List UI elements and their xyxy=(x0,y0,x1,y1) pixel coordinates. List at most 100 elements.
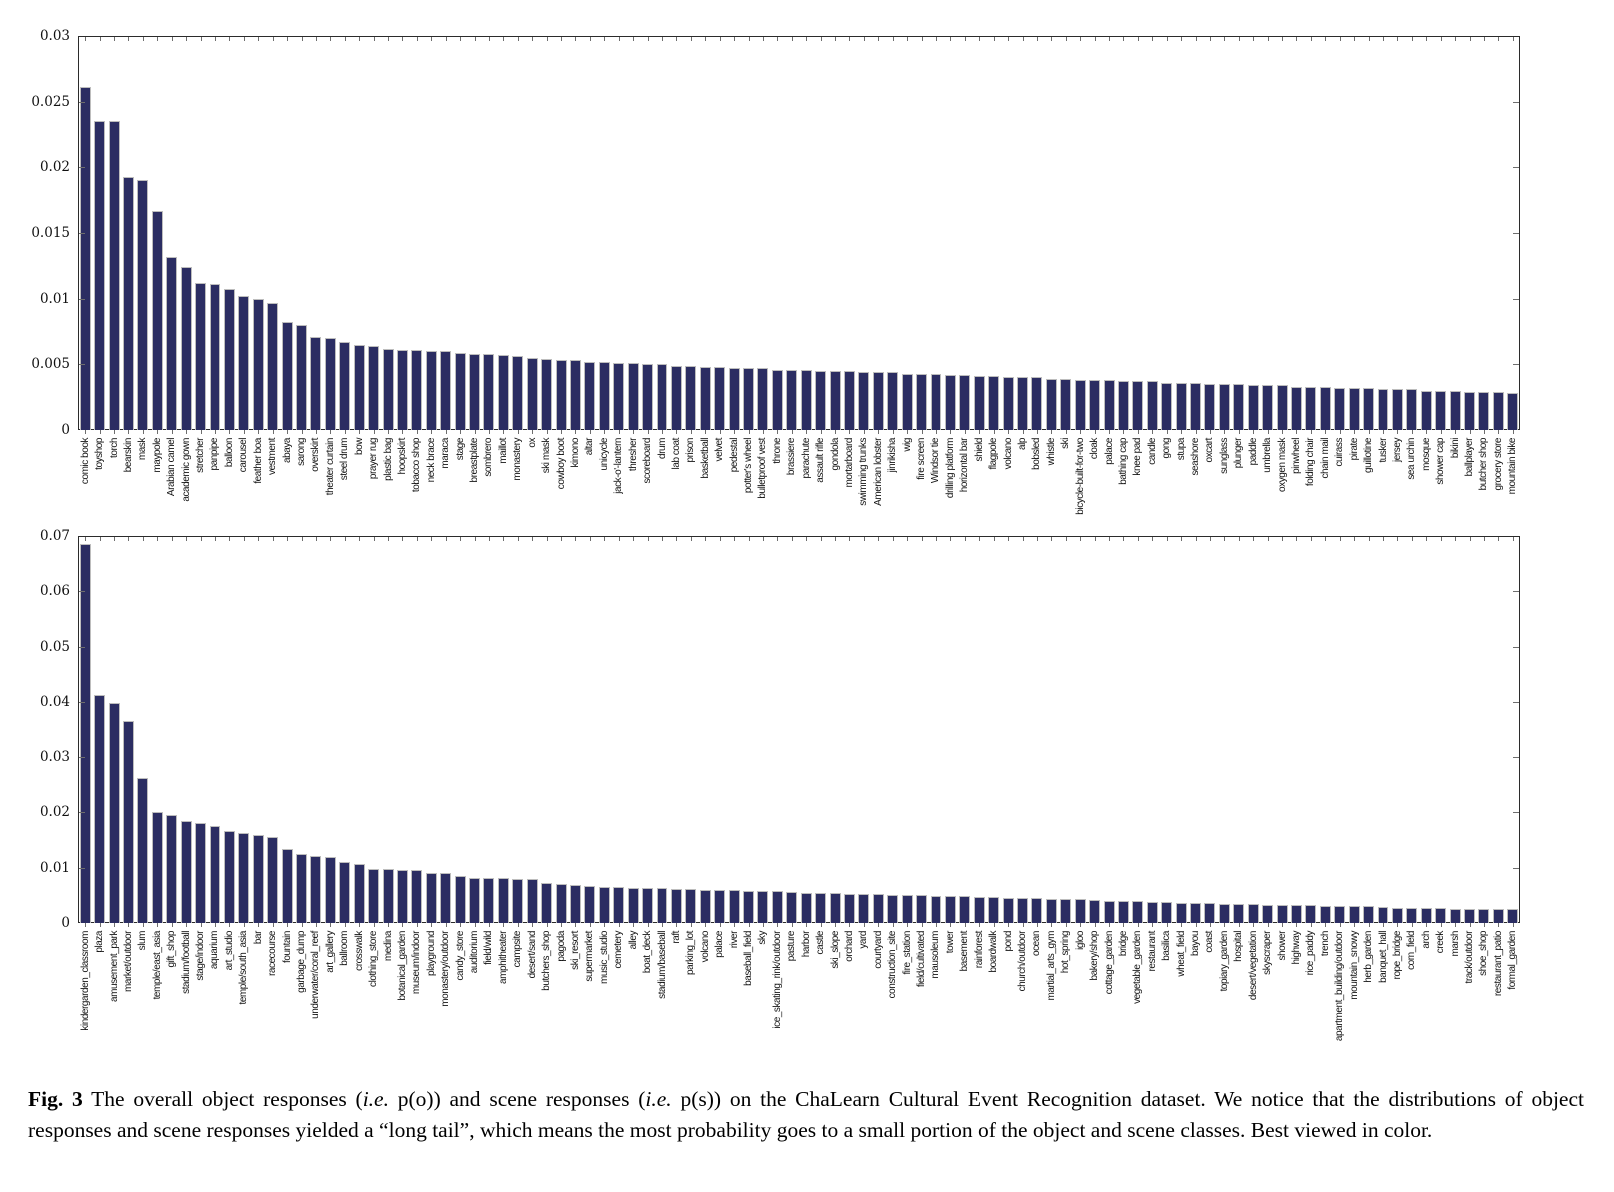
x-tick-label: pasture xyxy=(786,931,798,962)
x-tick-bottom xyxy=(200,430,202,434)
bar xyxy=(223,289,235,430)
x-tick-bottom xyxy=(1325,430,1327,434)
x-tick-top xyxy=(1440,537,1442,541)
bar xyxy=(324,338,336,430)
x-tick-bottom xyxy=(85,430,87,434)
x-tick-top xyxy=(1455,537,1457,541)
x-tick-bottom xyxy=(546,430,548,434)
bar xyxy=(454,352,466,430)
bar xyxy=(195,282,207,430)
x-tick-top xyxy=(849,37,851,41)
bar xyxy=(324,856,336,923)
bar xyxy=(656,888,668,923)
x-tick-top xyxy=(806,537,808,541)
bar xyxy=(887,894,899,923)
x-tick-bottom xyxy=(474,923,476,927)
bar xyxy=(642,364,654,430)
x-tick-top xyxy=(1310,37,1312,41)
x-tick-bottom xyxy=(460,923,462,927)
bar xyxy=(1276,904,1288,923)
bar xyxy=(469,353,481,430)
x-tick-bottom xyxy=(690,923,692,927)
x-tick-label: basement xyxy=(959,931,971,972)
x-tick-bottom xyxy=(1426,430,1428,434)
x-tick-label: mausoleum xyxy=(930,931,942,979)
x-tick-top xyxy=(820,37,822,41)
x-tick-label: cottage_garden xyxy=(1103,931,1115,995)
bar xyxy=(959,374,971,430)
x-tick-bottom xyxy=(662,923,663,927)
x-tick-label: martial_arts_gym xyxy=(1045,931,1057,1001)
x-tick-label: supermarket xyxy=(584,931,596,982)
x-tick-top xyxy=(171,537,173,541)
x-tick-bottom xyxy=(243,430,245,434)
x-tick-bottom xyxy=(604,430,606,434)
x-tick-label: amphitheater xyxy=(497,931,509,984)
x-tick-bottom xyxy=(676,923,678,927)
x-tick-top xyxy=(907,537,909,541)
bar xyxy=(339,342,351,430)
x-tick-bottom xyxy=(820,430,822,434)
x-tick-bottom xyxy=(1080,430,1082,434)
x-tick-top xyxy=(1483,37,1485,41)
x-tick-bottom xyxy=(99,430,101,434)
x-tick-bottom xyxy=(272,430,274,434)
x-tick-bottom xyxy=(1483,430,1485,434)
bar xyxy=(281,322,293,430)
x-tick-top xyxy=(1296,37,1298,41)
x-tick-top xyxy=(1166,37,1168,41)
bar xyxy=(1132,901,1144,923)
y-tick-label: 0 xyxy=(61,915,70,931)
x-tick-bottom xyxy=(1137,430,1139,434)
bar xyxy=(685,365,697,430)
bar xyxy=(1377,906,1389,923)
x-tick-bottom xyxy=(1310,923,1312,927)
x-tick-label: botanical_garden xyxy=(396,931,408,1001)
bar xyxy=(1103,900,1115,923)
bar xyxy=(1089,380,1101,430)
x-tick-label: palace xyxy=(714,931,726,958)
bar xyxy=(988,897,1000,923)
bar xyxy=(930,373,942,430)
x-tick-top xyxy=(1411,37,1413,41)
x-tick-bottom xyxy=(575,923,577,927)
x-tick-bottom xyxy=(1181,923,1183,927)
x-tick-top xyxy=(1137,37,1139,41)
x-tick-label: creek xyxy=(1435,931,1447,954)
bar xyxy=(1262,385,1274,430)
x-tick-bottom xyxy=(474,430,476,434)
x-tick-bottom xyxy=(964,430,966,434)
bar xyxy=(1218,384,1230,430)
x-tick-top xyxy=(1123,37,1125,41)
x-tick-label: orchard xyxy=(843,931,855,962)
bar xyxy=(411,349,423,430)
x-tick-bottom xyxy=(1267,923,1269,927)
x-tick-label: vegetable_garden xyxy=(1132,931,1144,1004)
x-tick-top xyxy=(503,537,505,541)
bar xyxy=(1363,906,1375,923)
bar xyxy=(281,849,293,923)
y-tick-left xyxy=(79,757,85,759)
x-tick-label: marsh xyxy=(1449,931,1461,957)
x-tick-bottom xyxy=(460,430,462,434)
x-tick-top xyxy=(99,37,101,41)
bar xyxy=(353,344,365,430)
x-tick-label: shoe_shop xyxy=(1478,931,1490,976)
x-tick-top xyxy=(1354,37,1356,41)
x-tick-top xyxy=(546,37,548,41)
x-tick-top xyxy=(532,537,534,541)
bar xyxy=(1478,909,1490,923)
x-tick-top xyxy=(1397,537,1399,541)
x-tick-top xyxy=(561,537,563,541)
x-tick-label: church/outdoor xyxy=(1017,931,1028,992)
x-tick-bottom xyxy=(561,923,563,927)
bar xyxy=(108,702,120,923)
x-tick-label: gift_shop xyxy=(166,931,178,968)
bar xyxy=(1146,381,1158,430)
y-tick-right xyxy=(1513,233,1519,234)
x-tick-bottom xyxy=(171,923,173,927)
bar xyxy=(180,820,192,923)
x-tick-bottom xyxy=(1224,430,1226,434)
bar xyxy=(1492,391,1504,430)
x-tick-bottom xyxy=(287,430,289,434)
